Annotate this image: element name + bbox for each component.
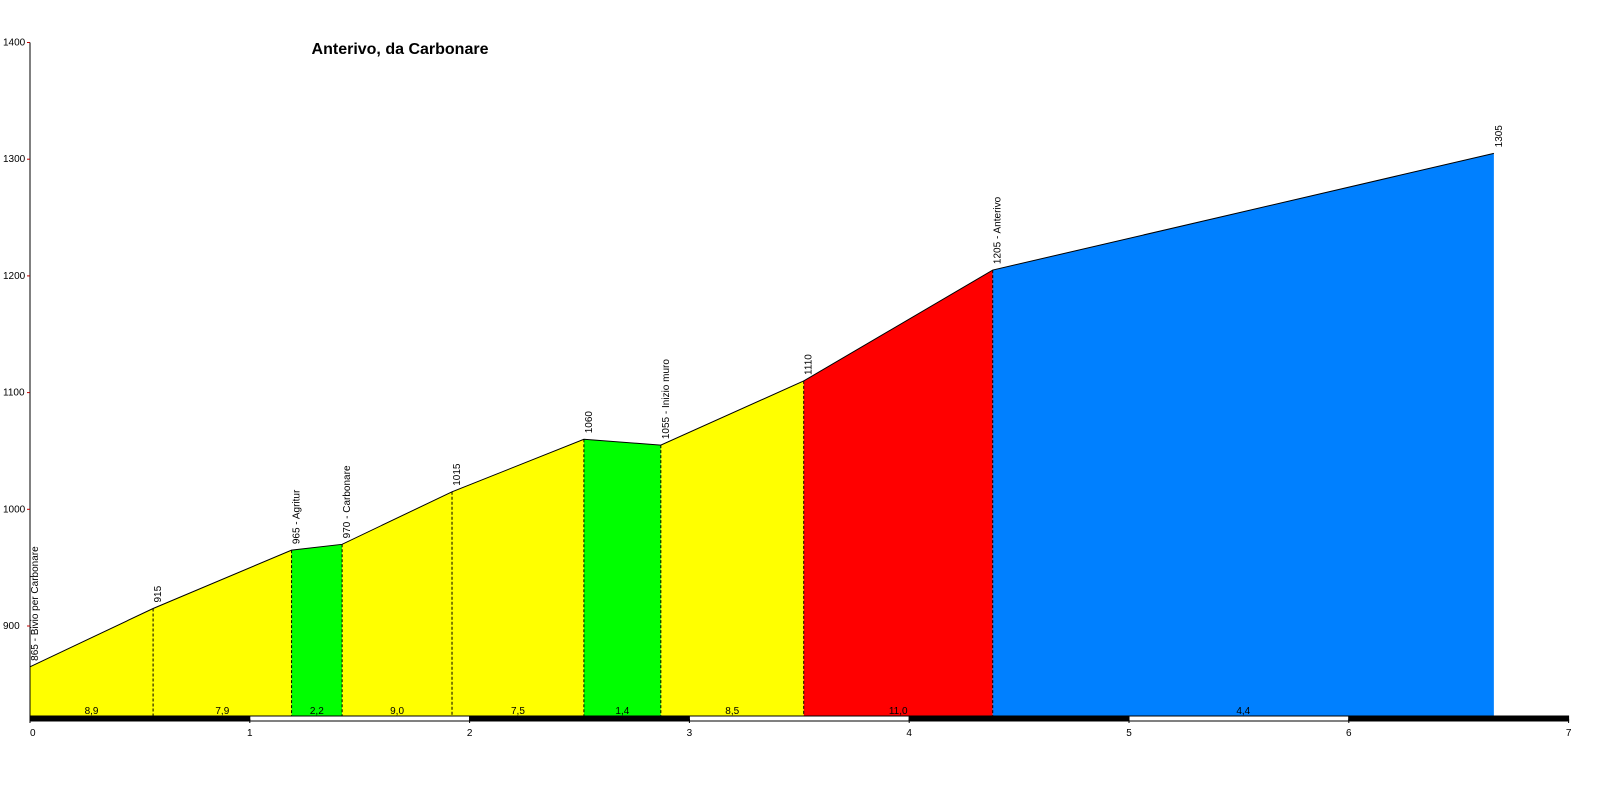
x-tick-label: 3	[687, 728, 693, 739]
segment-gradient-label: 8,9	[85, 706, 99, 717]
segment-gradient-label: 2,2	[310, 706, 324, 717]
point-elevation-label: 965 - Agritur	[292, 489, 303, 544]
x-tick-label: 5	[1126, 728, 1132, 739]
x-axis-km-bar	[469, 715, 690, 722]
profile-segment	[153, 550, 292, 716]
segment-gradient-label: 8,5	[725, 706, 739, 717]
segment-gradient-label: 7,5	[511, 706, 525, 717]
segment-gradient-label: 11,0	[889, 706, 908, 717]
x-axis-km-bar	[1348, 715, 1570, 722]
x-axis-km-bar	[29, 715, 251, 722]
point-elevation-label: 1205 - Anterivo	[993, 196, 1004, 264]
profile-segments	[30, 153, 1494, 717]
point-elevation-label: 1015	[452, 463, 463, 486]
point-elevation-label: 1060	[584, 411, 595, 434]
x-tick-label: 1	[247, 728, 253, 739]
x-axis-km-bar	[1128, 715, 1350, 722]
y-tick-label: 1300	[3, 154, 26, 165]
segment-gradient-label: 1,4	[615, 706, 629, 717]
segment-gradient-label: 7,9	[215, 706, 229, 717]
profile-segment	[803, 270, 993, 716]
x-axis-km-bar	[249, 715, 471, 722]
y-tick-label: 1000	[3, 504, 26, 515]
y-tick-label: 1100	[3, 388, 25, 399]
y-tick-label: 1200	[3, 271, 26, 282]
gradient-labels: 8,9 7,9 2,2 9,0 7,5 1,4 8,5 11,0 4,4	[85, 706, 1251, 717]
profile-segment	[660, 380, 804, 716]
x-tick-label: 7	[1566, 728, 1572, 739]
point-elevation-label: 970 - Carbonare	[342, 465, 353, 538]
profile-outline	[29, 152, 1494, 668]
y-tick-label: 900	[3, 621, 20, 632]
profile-segment	[583, 439, 661, 716]
point-labels: 865 - Bivio per Carbonare 915 965 - Agritu…	[30, 125, 1505, 661]
point-elevation-label: 1110	[804, 354, 815, 375]
x-tick-label: 4	[906, 728, 912, 739]
chart-title: Anterivo, da Carbonare	[312, 41, 489, 58]
y-tick-label: 1400	[3, 38, 26, 49]
point-elevation-label: 865 - Bivio per Carbonare	[30, 546, 41, 661]
point-elevation-label: 915	[153, 585, 164, 602]
profile-segment	[30, 608, 154, 716]
point-elevation-label: 1055 - Inizio muro	[661, 359, 672, 439]
x-axis-km-bar	[688, 715, 910, 722]
profile-segment	[342, 491, 453, 716]
x-axis-km-bar	[908, 715, 1130, 722]
point-elevation-label: 1305	[1494, 125, 1505, 148]
segment-dividers	[152, 270, 994, 716]
x-tick-label: 0	[30, 728, 36, 739]
x-tick-label: 6	[1346, 728, 1352, 739]
profile-line	[29, 152, 1494, 668]
profile-segment	[992, 153, 1494, 717]
axes: 900 1000 1100 1200 1300 1400 0 1 2 3 4 5 6 7	[3, 38, 1572, 740]
segment-gradient-label: 4,4	[1236, 706, 1250, 717]
x-tick-label: 2	[467, 728, 473, 739]
profile-segment	[291, 544, 343, 716]
segment-gradient-label: 9,0	[390, 706, 404, 717]
profile-segment	[452, 439, 584, 716]
